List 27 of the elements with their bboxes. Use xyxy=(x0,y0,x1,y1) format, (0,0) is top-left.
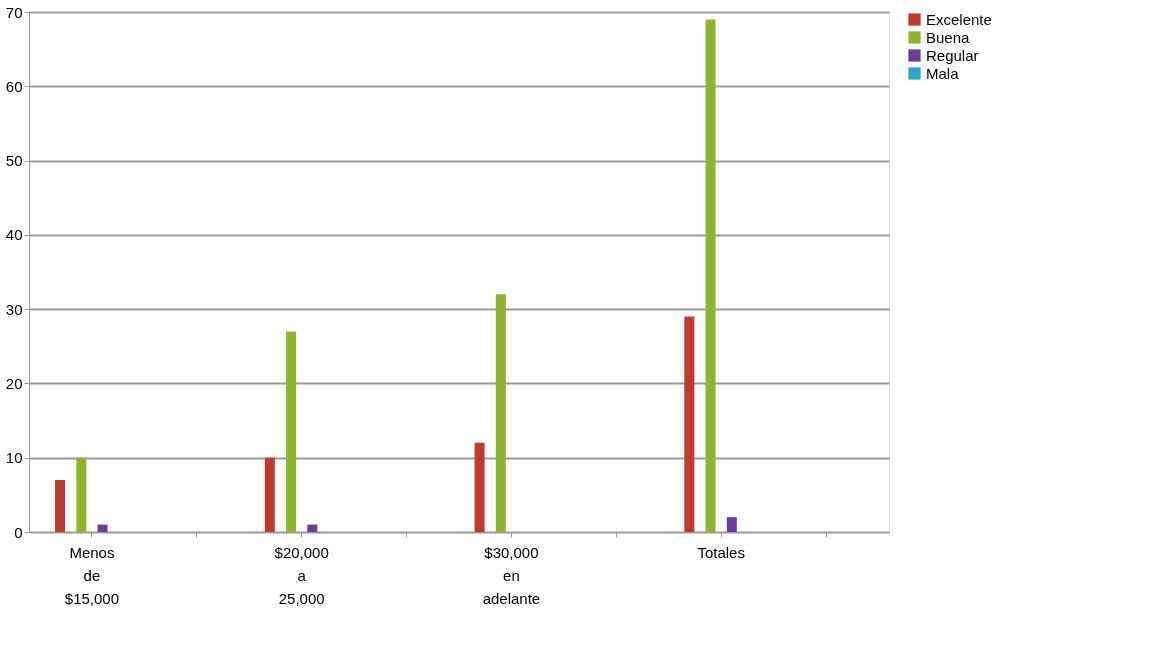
y-tick-label: 20 xyxy=(5,374,23,392)
bar xyxy=(726,517,737,532)
y-tick-label: 40 xyxy=(5,226,23,244)
legend-label: Buena xyxy=(926,28,971,46)
bar xyxy=(97,524,108,532)
x-tick-label: $30,000 en adelante xyxy=(482,543,541,607)
bar xyxy=(286,331,297,532)
y-tick-label: 0 xyxy=(14,523,23,541)
x-tick-label: Totales xyxy=(697,543,745,561)
bar xyxy=(76,457,87,532)
y-tick-label: 50 xyxy=(5,152,23,170)
y-tick-label: 70 xyxy=(5,3,23,21)
x-tick-label: $20,000 a 25,000 xyxy=(274,543,329,607)
bar xyxy=(495,294,506,532)
bar xyxy=(55,480,66,532)
bar xyxy=(705,19,716,532)
legend-label: Regular xyxy=(926,46,979,64)
legend-label: Excelente xyxy=(926,10,992,28)
y-tick-label: 60 xyxy=(5,77,23,95)
y-tick-label: 30 xyxy=(5,300,23,318)
bar xyxy=(307,524,318,532)
y-tick-label: 10 xyxy=(5,449,23,467)
legend-label: Mala xyxy=(926,64,960,82)
bar xyxy=(684,316,695,532)
bar xyxy=(474,442,485,532)
bar xyxy=(264,457,275,532)
x-tick-label: Menos de $15,000 xyxy=(64,543,120,607)
